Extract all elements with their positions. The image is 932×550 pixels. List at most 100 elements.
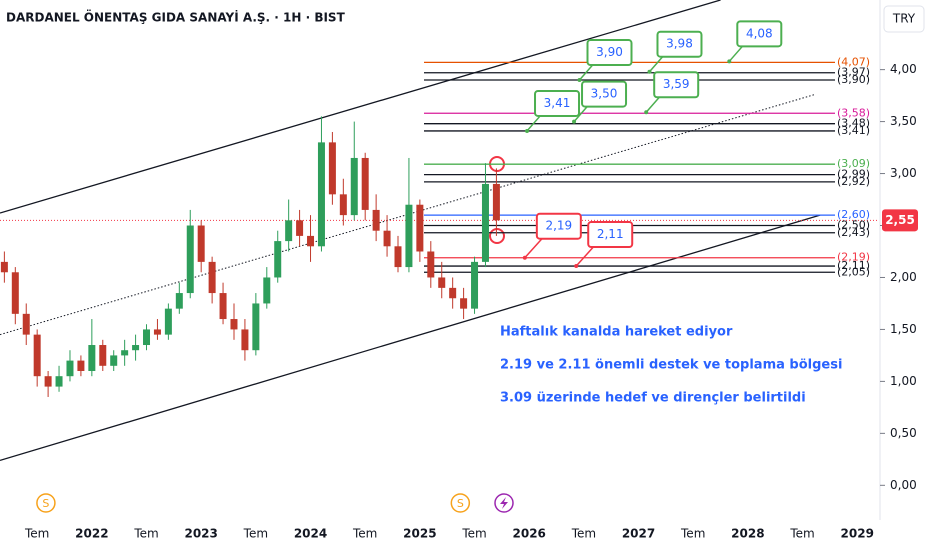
level-label: (3,41) [837,124,870,137]
level-label: (3,09) [837,157,870,170]
candle-body [274,241,282,278]
candle-body [361,157,369,210]
level-label: (2,92) [837,175,870,188]
x-tick-label: 2026 [513,527,546,541]
y-tick-label: 2,00 [890,270,917,284]
callout-pointer [575,245,595,267]
lightning-icon [500,497,508,509]
callout-box [586,39,633,67]
candle-body [88,345,96,371]
y-tick-label: 3,00 [890,166,917,180]
candle-body [11,272,19,314]
callout-label: 3,90 [596,45,623,59]
candle-body [197,225,205,262]
event-marker [450,493,471,513]
candle-body [460,298,468,309]
callout-pointer [526,114,542,132]
x-tick-label: Tem [352,527,377,541]
note: Haftalık kanalda hareket ediyor [500,325,733,340]
candle-body [0,261,8,273]
candle-body [317,142,325,247]
candle-body [77,360,85,371]
callout-pointer [728,44,744,62]
trend-line [0,214,821,461]
level-label: (2,11) [837,259,870,272]
candle-body [44,376,52,387]
level-label: (2,99) [837,168,870,181]
x-tick-label: 2022 [75,527,108,541]
candle-body [427,251,435,278]
x-tick-label: 2025 [403,527,436,541]
event-label: S [457,497,464,510]
callout-pointer [648,55,665,73]
level-label: (2,19) [837,251,870,264]
level-label: (3,90) [837,73,870,86]
x-tick-label: 2023 [184,527,217,541]
y-tick-label: 1,00 [890,374,917,388]
candle-body [492,183,500,221]
callout-box [653,71,700,99]
x-tick-label: Tem [24,527,49,541]
callout-point [525,128,530,133]
y-tick-label: 0,00 [890,478,917,492]
candle-body [339,194,347,216]
y-tick-label: 1,50 [890,322,917,336]
x-tick-label: Tem [243,527,268,541]
candle-body [208,261,216,294]
x-tick-label: Tem [571,527,596,541]
callout-box [736,20,783,48]
candle-body [186,225,194,294]
level-label: (3,48) [837,117,870,130]
candle-body [252,303,260,351]
candle-body [121,350,129,356]
callout-point [727,59,732,64]
callout-label: 3,50 [591,87,618,101]
callout-box [587,221,634,249]
callout-box [535,212,582,240]
candle-body [350,157,358,216]
level-label: (2,43) [837,226,870,239]
level-label: (4,07) [837,55,870,68]
candle-body [285,220,293,242]
currency[interactable]: TRY [892,12,916,26]
candle-body [416,204,424,252]
candle-body [110,355,118,366]
event-marker [36,493,56,513]
callout-label: 3,59 [663,77,690,91]
callout-label: 3,98 [666,37,693,51]
callout-box [656,30,703,58]
note: 3.09 üzerinde hedef ve dirençler belirti… [500,391,806,406]
callout-pointer [645,95,661,113]
x-tick-label: 2028 [731,527,764,541]
x-tick-label: 2024 [294,527,327,541]
callout-pointer [578,63,595,81]
x-tick-label: Tem [789,527,814,541]
candle-body [438,277,446,288]
candle-body [66,360,74,377]
candle-body [241,329,249,351]
level-label: (3,97) [837,66,870,79]
callout-box [581,80,628,108]
y-tick-label: 4,00 [890,62,917,76]
callout-label: 2,11 [597,227,624,241]
callout-pointer [524,237,544,259]
candle-body [153,329,161,335]
candle-body [394,246,402,268]
level-label: (2,50) [837,219,870,232]
last-price-tag [882,209,918,232]
currency-button[interactable] [883,5,925,33]
callout-point [647,69,652,74]
candle-body [372,209,380,231]
candle-body [449,287,457,299]
candle-body [230,319,238,330]
y-tick-label: 0,50 [890,426,917,440]
callout-point [574,264,579,269]
chart-title: DARDANEL ÖNENTAŞ GIDA SANAYİ A.Ş. · 1H ·… [6,10,346,25]
candle-body [219,293,227,320]
candle-body [383,230,391,247]
candle-body [405,204,413,268]
x-tick-label: 2027 [622,527,655,541]
candle-body [328,142,336,195]
